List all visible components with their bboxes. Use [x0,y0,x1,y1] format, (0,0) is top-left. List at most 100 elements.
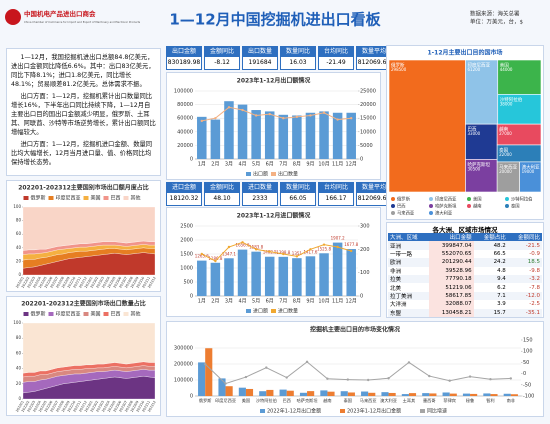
y2-tick-label: 200 [360,247,370,253]
region-table: 大洲、区域 出口金额 金额占比 金额同比 亚洲 399847.04 48.2 -21.5 一带一… [388,233,542,317]
bar [278,256,289,296]
point [282,117,285,120]
x-tick-label: 墨西哥 [423,398,436,404]
point [200,119,203,123]
legend-label: 2022年1-12月出口金额 [267,408,321,415]
x-tick-label: 10月 [318,162,329,168]
header-cell: 金额同比 [507,233,542,242]
header: 中国机电产品进出口商会 China Chamber of Commerce fo… [5,9,524,29]
paragraph: 出口方面：1—12月，挖掘机累计出口数量同比增长16%，下半年出口同比持续下降，… [11,93,156,136]
y2-tick-label: 150 [523,338,533,344]
bar [305,112,316,159]
legend-swatch [271,309,276,313]
x-tick-label: 202201 [15,276,25,289]
import-kpis: 进口金额 18120.32 金额同比 48.10 进口数量 2333 数量同比 66.05 台均… [166,182,392,206]
header-cell: 出口金额 [429,233,474,242]
summary: 1—12月，我国挖掘机进出口总额84.8亿美元，进出口金额同比降低6.6%。其中… [6,48,161,176]
legend-swatch [23,196,29,200]
x-tick-label: 南非 [507,397,515,404]
cell: -12.0 [507,291,542,301]
point [227,245,231,249]
point [489,378,492,381]
point [326,377,329,380]
row: 东盟 130458.21 15.7 -35.1 [388,308,542,317]
legend-label: 进口数量 [278,308,298,315]
bar [286,390,294,396]
point [224,382,227,385]
y2-tick-label: 0 [523,371,526,377]
treemap-cell [388,59,466,193]
row: 拉丁美洲 58617.85 7.1 -12.0 [388,291,542,301]
y-tick-label: 100000 [174,89,193,95]
x-tick-label: 202301 [84,400,94,413]
x-tick-label: 俄罗斯 [199,397,212,404]
bar [401,394,409,396]
table-title: 各大洲、区域市场情况 [432,226,498,234]
x-tick-label: 4月 [238,162,246,168]
point [285,376,288,379]
legend-swatch [260,409,265,413]
point [322,243,326,246]
x-tick-label: 马来西亚 [360,397,377,404]
cell-value: 22000 [499,152,512,157]
value-label: 1583.8 [249,245,263,250]
bar [197,260,207,296]
value-label: 1186.8 [208,256,222,261]
x-tick-label: 12月 [346,299,357,305]
y-tick-label: 80 [16,335,22,340]
org-name-en: China Chamber of Commerce for Import and… [24,20,141,24]
y-tick-label: 0 [190,294,193,300]
y2-tick-label: 0 [360,294,363,300]
unit: 单位：万美元，台，$ [470,18,524,26]
bar [388,392,396,396]
legend-label: 进口额 [253,308,268,315]
point [387,377,390,380]
x-tick-label: 秘鲁 [466,397,474,404]
x-tick-label: 11月 [332,162,343,168]
legend-swatch [103,312,109,316]
x-tick-label: 8月 [293,162,301,168]
point [509,377,513,380]
panel: 2023年1-12月出口额情况 0 20000 40000 60000 80000 1000… [166,72,381,180]
legend-label: 美国 [91,195,101,202]
cell-label: 越南 [499,126,508,133]
legend-label: 越南 [473,203,482,210]
legend-label: 美国 [473,196,482,203]
chart: 2023年1-12月出口额情况 0 20000 40000 60000 80000 1000… [174,77,376,178]
row: 北美 51219.06 6.2 -7.8 [388,283,542,292]
y-tick-label: 20 [16,258,22,263]
legend-label: 泰国 [511,203,520,210]
legend-swatch [429,211,433,215]
chart-title: 202201-202312主要国别市场出口额月度占比 [18,184,149,192]
kpi-label: 进口数量 [243,183,277,193]
y-tick-label: 100000 [174,378,193,384]
point [214,117,217,120]
chart-title: 挖掘机主要出口目的市场变化情况 [310,326,400,334]
x-tick-label: 巴西 [282,398,290,404]
x-tick-label: 202204 [32,276,42,289]
cell-value: 38000 [500,101,513,106]
x-tick-label: 202208 [55,276,65,289]
x-tick-label: 11月 [332,299,343,305]
kpi-card: 台均同比 166.17 [318,182,354,206]
page-title: 1—12月中国挖掘机进出口看板 [169,11,381,29]
cell: 24.2 [473,258,508,267]
bar [197,116,207,159]
row: 非洲 39528.96 4.8 -9.8 [388,266,542,275]
x-tick-label: 6月 [266,299,274,305]
line [204,361,511,385]
x-tick-label: 202212 [78,276,88,289]
kpi-value: 812069.65 [357,195,391,202]
y-tick-label: 0 [190,394,193,400]
bar [470,393,478,396]
point [350,117,353,120]
cell: -3.2 [507,274,542,284]
point [336,245,339,249]
value-label: 1347.1 [222,251,236,256]
cell: 北美 [390,285,402,292]
legend-label: 俄罗斯 [31,195,46,202]
point [309,248,312,251]
cell: 拉美 [388,274,430,284]
